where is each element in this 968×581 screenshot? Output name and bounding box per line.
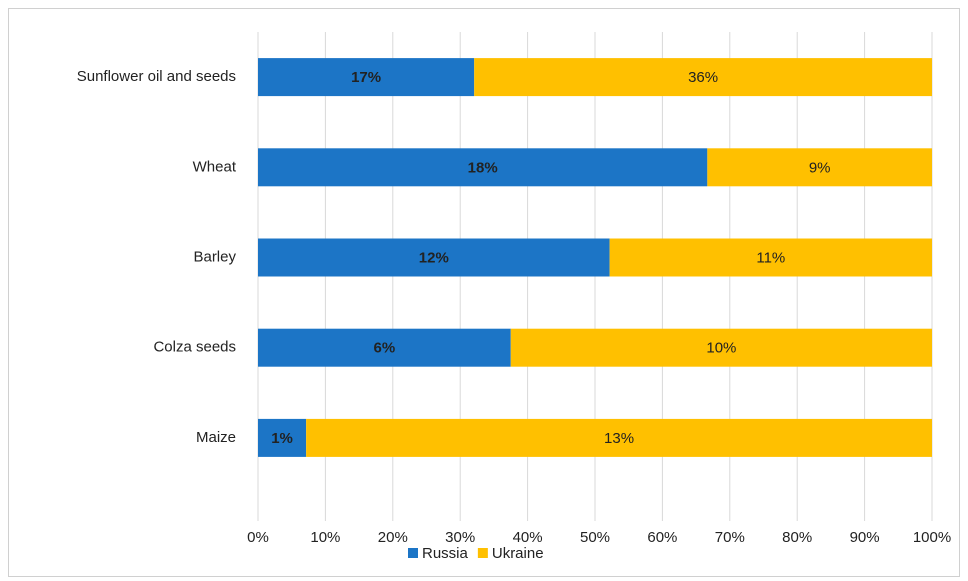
legend-swatch: [408, 548, 418, 558]
data-label: 6%: [374, 340, 396, 357]
bar-segment: [306, 418, 933, 457]
data-label: 18%: [468, 159, 498, 176]
y-tick-label: Wheat: [193, 158, 237, 175]
bar-segment: [510, 328, 932, 367]
x-tick-label: 10%: [310, 529, 340, 546]
bar-segment: [258, 148, 708, 187]
bar-segment: [258, 58, 475, 97]
legend-label: Russia: [422, 545, 469, 562]
x-tick-label: 80%: [782, 529, 812, 546]
data-label: 12%: [419, 249, 449, 266]
x-tick-label: 50%: [580, 529, 610, 546]
legend-swatch: [477, 548, 488, 558]
y-tick-label: Colza seeds: [153, 339, 236, 356]
data-label: 10%: [706, 340, 736, 357]
data-label: 13%: [604, 430, 634, 447]
legend-label: Ukraine: [492, 545, 544, 562]
x-tick-label: 90%: [850, 529, 880, 546]
y-tick-label: Sunflower oil and seeds: [77, 68, 236, 85]
x-tick-label: 20%: [378, 529, 408, 546]
x-tick-label: 70%: [715, 529, 745, 546]
bar-segment: [258, 328, 511, 367]
bar-segment: [474, 58, 932, 97]
data-label: 1%: [271, 430, 293, 447]
chart-frame: [8, 8, 960, 577]
data-label: 9%: [809, 159, 831, 176]
x-tick-label: 30%: [445, 529, 475, 546]
y-tick-label: Maize: [196, 429, 236, 446]
bar-segment: [258, 238, 610, 277]
bar-segment: [258, 418, 307, 457]
data-label: 17%: [351, 69, 381, 86]
bar-segment: [609, 238, 932, 277]
bar-segment: [707, 148, 932, 187]
y-tick-label: Barley: [193, 248, 236, 265]
x-tick-label: 100%: [913, 529, 951, 546]
x-tick-label: 0%: [247, 529, 269, 546]
x-tick-label: 40%: [513, 529, 543, 546]
x-tick-label: 60%: [647, 529, 677, 546]
data-label: 36%: [688, 69, 718, 86]
data-label: 11%: [756, 249, 785, 266]
